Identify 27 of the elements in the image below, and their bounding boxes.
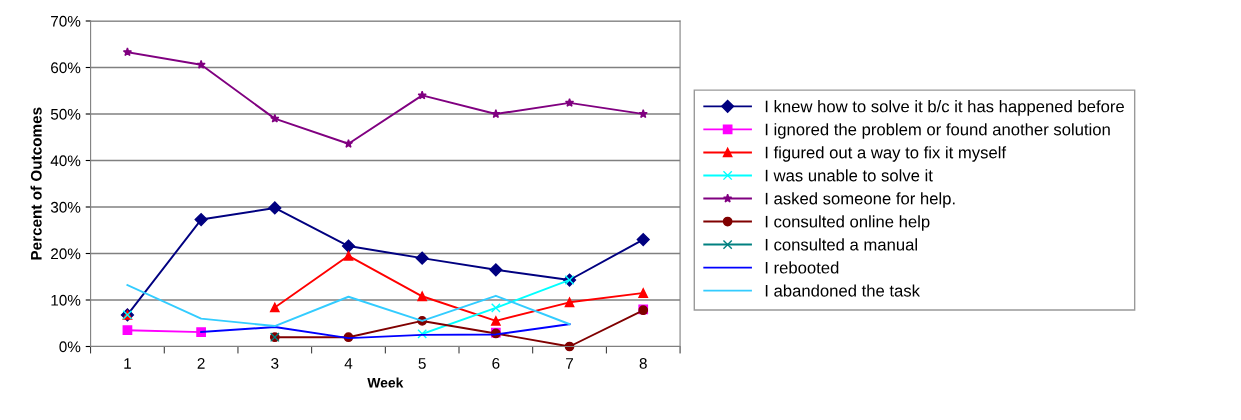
y-axis-title: Percent of Outcomes: [30, 107, 42, 260]
x-tick-label: 6: [492, 358, 500, 369]
legend-label: I asked someone for help.: [765, 192, 955, 208]
y-tick-label: 40%: [50, 155, 81, 167]
x-tick-label: 3: [271, 358, 279, 369]
legend-label: I figured out a way to fix it myself: [765, 146, 1007, 162]
x-tick-label: 2: [197, 358, 205, 369]
legend-label: I rebooted: [765, 261, 839, 274]
y-tick-label: 60%: [51, 62, 81, 74]
x-tick-label: 5: [418, 358, 426, 369]
legend-label: I knew how to solve it b/c it has happened before: [765, 100, 1124, 116]
y-tick-label: 10%: [51, 294, 81, 306]
legend-label: I abandoned the task: [765, 284, 920, 297]
y-tick-label: 20%: [51, 248, 81, 260]
x-tick-label: 1: [124, 358, 131, 369]
y-tick-label: 0%: [59, 341, 81, 353]
y-tick-label: 50%: [50, 108, 81, 120]
legend-label: I consulted online help: [765, 215, 930, 231]
legend-label: I consulted a manual: [765, 238, 917, 251]
legend-label: I ignored the problem or found another solution: [765, 123, 1110, 139]
x-tick-label: 4: [344, 358, 353, 369]
x-tick-label: 7: [566, 358, 574, 369]
legend-label: I was unable to solve it: [765, 169, 933, 182]
x-tick-label: 8: [639, 358, 647, 369]
y-tick-label: 70%: [51, 15, 81, 27]
y-tick-label: 30%: [50, 201, 81, 213]
x-axis-title: Week: [367, 377, 404, 388]
